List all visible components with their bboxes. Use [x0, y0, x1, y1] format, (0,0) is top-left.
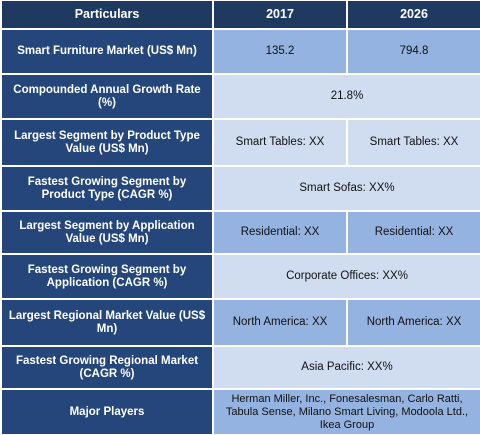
market-size-2017: 135.2 — [213, 29, 347, 74]
fastest-regional-market-value: Asia Pacific: XX% — [213, 346, 480, 389]
major-players-value: Herman Miller, Inc., Fonesalesman, Carlo… — [213, 389, 480, 435]
fastest-product-segment-value: Smart Sofas: XX% — [213, 166, 480, 211]
largest-application-segment-2017: Residential: XX — [213, 211, 347, 254]
header-2017: 2017 — [213, 0, 347, 29]
row-label-market-size: Smart Furniture Market (US$ Mn) — [1, 29, 213, 74]
header-particulars: Particulars — [1, 0, 213, 29]
row-label-major-players: Major Players — [1, 389, 213, 435]
row-label-cagr: Compounded Annual Growth Rate (%) — [1, 74, 213, 119]
largest-application-segment-2026: Residential: XX — [347, 211, 480, 254]
cagr-value: 21.8% — [213, 74, 480, 119]
largest-regional-market-2017: North America: XX — [213, 299, 347, 346]
largest-product-segment-2017: Smart Tables: XX — [213, 119, 347, 166]
header-2026: 2026 — [347, 0, 480, 29]
row-label-largest-product-segment: Largest Segment by Product Type Value (U… — [1, 119, 213, 166]
row-label-largest-regional-market: Largest Regional Market Value (US$ Mn) — [1, 299, 213, 346]
row-label-fastest-application-segment: Fastest Growing Segment by Application (… — [1, 254, 213, 299]
row-label-fastest-regional-market: Fastest Growing Regional Market (CAGR %) — [1, 346, 213, 389]
row-label-fastest-product-segment: Fastest Growing Segment by Product Type … — [1, 166, 213, 211]
largest-regional-market-2026: North America: XX — [347, 299, 480, 346]
market-size-2026: 794.8 — [347, 29, 480, 74]
largest-product-segment-2026: Smart Tables: XX — [347, 119, 480, 166]
row-label-largest-application-segment: Largest Segment by Application Value (US… — [1, 211, 213, 254]
fastest-application-segment-value: Corporate Offices: XX% — [213, 254, 480, 299]
